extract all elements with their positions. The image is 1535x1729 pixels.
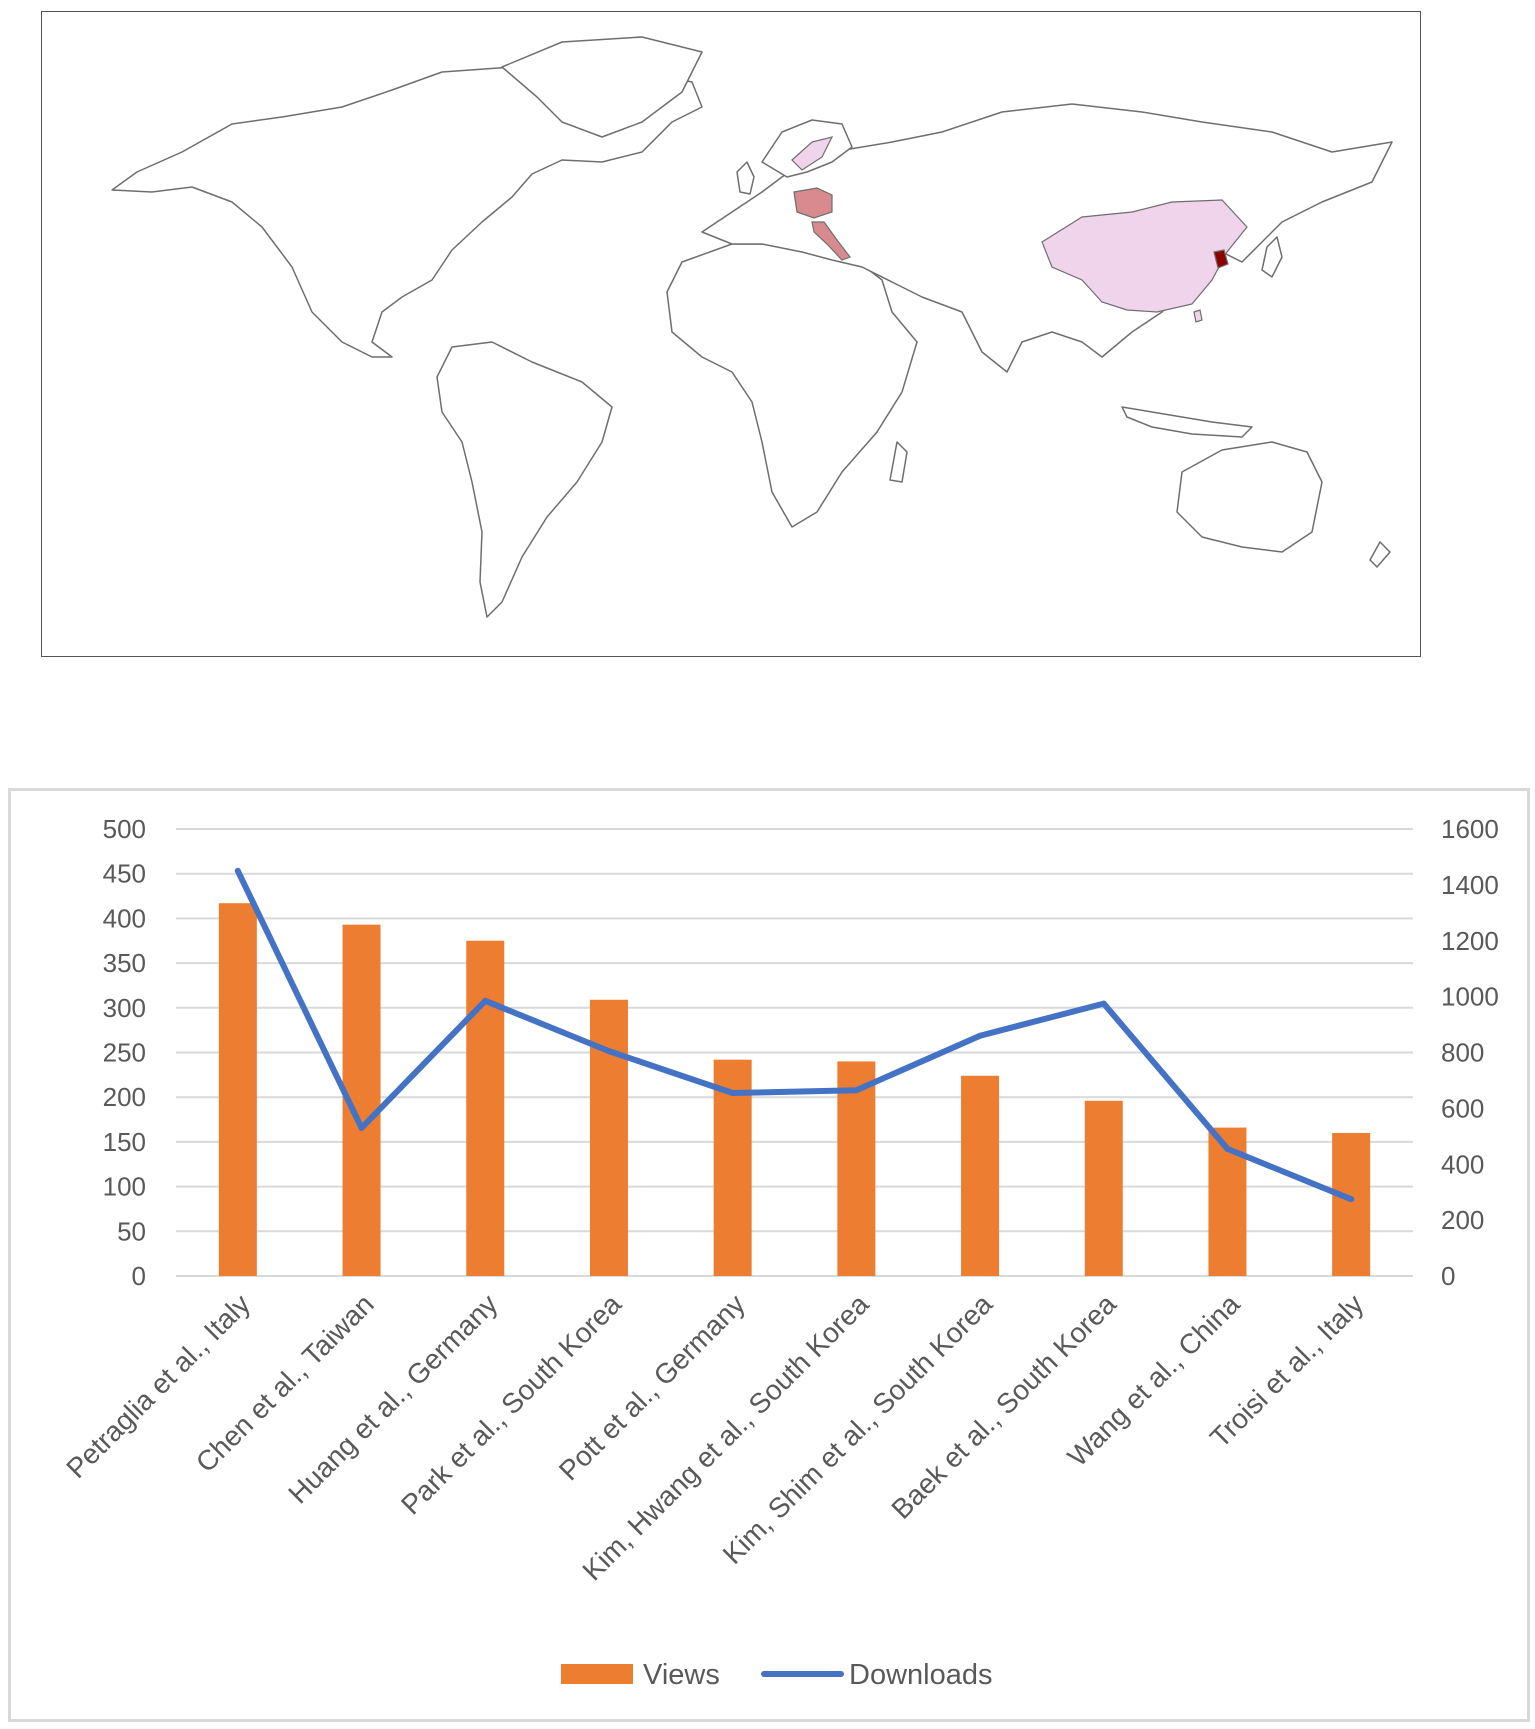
left-axis-tick-label: 350 <box>103 948 146 978</box>
right-axis-tick-label: 1000 <box>1441 982 1499 1012</box>
greenland-shape <box>501 36 703 138</box>
right-axis-tick-label: 200 <box>1441 1205 1484 1235</box>
views-bar <box>1084 1100 1123 1276</box>
left-axis-tick-label: 500 <box>103 814 146 844</box>
left-axis-tick-label: 150 <box>103 1127 146 1157</box>
china-region <box>1041 199 1248 313</box>
downloads-point <box>1348 1196 1355 1203</box>
chart-legend: Views Downloads <box>561 1659 992 1691</box>
views-bar <box>961 1075 1000 1276</box>
right-axis-tick-label: 800 <box>1441 1038 1484 1068</box>
views-bar <box>589 999 628 1276</box>
madagascar-shape <box>889 441 908 483</box>
category-label: Huang et al., Germany <box>282 1288 503 1509</box>
category-label: Kim, Shim et al., South Korea <box>717 1288 999 1570</box>
left-axis-tick-label: 300 <box>103 993 146 1023</box>
views-bar <box>1332 1132 1371 1276</box>
legend-views-swatch <box>561 1664 633 1684</box>
downloads-point <box>853 1087 860 1094</box>
japan-shape <box>1261 236 1283 278</box>
taiwan-region <box>1193 309 1203 323</box>
views-downloads-chart: 0 50 100 150 200 250 300 350 400 450 500 0 200 400 60… <box>60 814 1499 1691</box>
world-map: 1234 <box>111 36 1393 618</box>
downloads-point <box>234 867 241 874</box>
indonesia-shape <box>1121 406 1253 438</box>
left-axis-tick-label: 450 <box>103 859 146 889</box>
left-axis-tick-label: 100 <box>103 1172 146 1202</box>
right-axis-tick-label: 1400 <box>1441 870 1499 900</box>
italy-region <box>811 221 851 261</box>
south-korea-region <box>1213 249 1229 269</box>
downloads-point <box>605 1048 612 1055</box>
africa-shape <box>666 243 918 528</box>
norway-region <box>791 136 834 171</box>
germany-region <box>793 187 833 219</box>
world-map-panel: 1234 <box>41 11 1421 657</box>
right-axis-tick-label: 0 <box>1441 1261 1455 1291</box>
uk-shape <box>736 161 755 195</box>
downloads-point <box>1100 1000 1107 1007</box>
views-bar <box>837 1061 876 1276</box>
downloads-point <box>1224 1145 1231 1152</box>
left-axis-tick-label: 200 <box>103 1082 146 1112</box>
right-axis-tick-label: 400 <box>1441 1149 1484 1179</box>
downloads-line <box>234 867 1355 1203</box>
category-label: Park et al., South Korea <box>395 1288 627 1520</box>
downloads-point <box>358 1124 365 1131</box>
downloads-point <box>977 1032 984 1039</box>
new-zealand-shape <box>1369 541 1391 568</box>
views-bar <box>218 903 257 1276</box>
downloads-point <box>729 1090 736 1097</box>
north-america-shape <box>111 66 703 358</box>
south-america-shape <box>436 341 613 618</box>
category-label: Baek et al., South Korea <box>885 1288 1122 1525</box>
legend-downloads-label: Downloads <box>849 1659 992 1691</box>
left-axis-tick-label: 250 <box>103 1038 146 1068</box>
right-axis-tick-label: 1200 <box>1441 926 1499 956</box>
right-axis-tick-label: 1600 <box>1441 814 1499 844</box>
views-downloads-chart-panel: 0 50 100 150 200 250 300 350 400 450 500 0 200 400 60… <box>8 788 1530 1722</box>
right-axis-tick-label: 600 <box>1441 1093 1484 1123</box>
downloads-point <box>482 997 489 1004</box>
australia-shape <box>1176 441 1323 553</box>
legend-views-label: Views <box>643 1659 720 1691</box>
views-bar <box>466 940 505 1276</box>
left-axis-tick-label: 0 <box>132 1261 146 1291</box>
left-axis-tick-label: 400 <box>103 903 146 933</box>
left-axis-tick-label: 50 <box>117 1216 146 1246</box>
